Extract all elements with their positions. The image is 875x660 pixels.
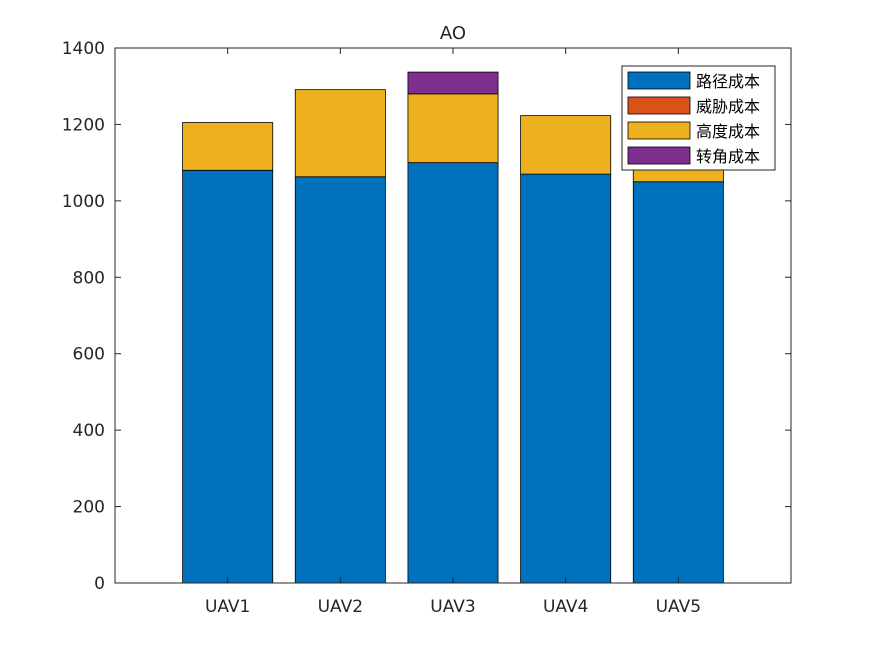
legend-swatch-4 (627, 146, 691, 165)
x-tick-label: UAV3 (430, 597, 475, 617)
axes-layer: 0 200 400 600 800 1000 1200 1400 UAV1 UAV2 UAV3 UAV… (62, 39, 792, 617)
bar-segment-uav2-series-3 (294, 89, 386, 178)
legend-swatch-3 (627, 121, 691, 140)
legend-label-3: 高度成本 (696, 122, 760, 141)
legend-swatch-1 (627, 71, 691, 90)
y-tick-label: 800 (73, 268, 105, 288)
bar-segment-uav4-series-3 (520, 115, 612, 175)
bar-segment-uav5-series-1 (632, 181, 724, 584)
y-tick-label: 1000 (62, 192, 105, 212)
bar-segment-uav4-series-1 (520, 173, 612, 584)
x-tick-label: UAV1 (205, 597, 250, 617)
bar-segment-uav2-series-1 (294, 176, 386, 584)
bar-segment-uav1-series-1 (182, 169, 274, 584)
y-tick-label: 1200 (62, 115, 105, 135)
y-tick-label: 1400 (62, 39, 105, 59)
legend-label-1: 路径成本 (696, 72, 760, 91)
chart-title: AO (440, 23, 466, 44)
bar-segment-uav1-series-3 (182, 122, 274, 171)
bar-segment-uav3-series-1 (407, 162, 499, 584)
legend-swatch-2 (627, 96, 691, 115)
bars-layer (182, 71, 724, 584)
y-tick-label: 600 (73, 345, 105, 365)
y-tick-label: 400 (73, 421, 105, 441)
x-tick-label: UAV2 (318, 597, 363, 617)
bar-segment-uav3-series-3 (407, 93, 499, 164)
x-tick-label: UAV5 (656, 597, 701, 617)
legend-label-4: 转角成本 (696, 147, 760, 166)
y-tick-label: 200 (73, 498, 105, 518)
bar-segment-uav3-series-4 (407, 71, 499, 95)
x-tick-label: UAV4 (543, 597, 588, 617)
y-tick-label: 0 (94, 574, 105, 594)
legend-label-2: 威胁成本 (696, 97, 760, 116)
